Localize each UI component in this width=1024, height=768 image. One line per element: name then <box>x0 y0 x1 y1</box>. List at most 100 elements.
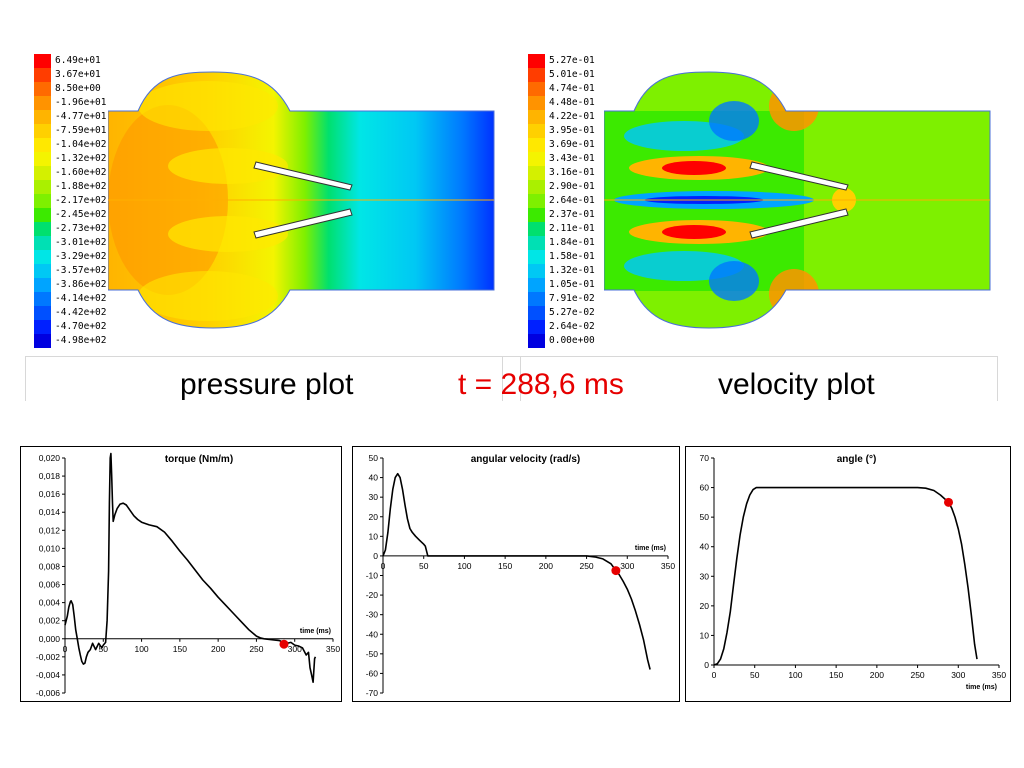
y-tick-label: 40 <box>700 542 710 552</box>
y-tick-label: 60 <box>700 483 710 493</box>
legend-label: 4.74e-01 <box>549 83 595 94</box>
legend-swatch <box>34 320 51 334</box>
legend-label: 6.49e+01 <box>55 55 101 66</box>
legend-row: -4.77e+01 <box>34 110 154 124</box>
legend-swatch <box>528 264 545 278</box>
legend-row: 8.50e+00 <box>34 82 154 96</box>
y-tick-label: 0,004 <box>39 598 61 608</box>
y-tick-label: 0,006 <box>39 580 61 590</box>
legend-label: -1.04e+02 <box>55 139 107 150</box>
legend-swatch <box>34 236 51 250</box>
legend-label: -1.88e+02 <box>55 181 107 192</box>
x-tick-label: 50 <box>419 561 429 571</box>
legend-swatch <box>34 152 51 166</box>
legend-swatch <box>34 82 51 96</box>
legend-label: -7.59e+01 <box>55 125 107 136</box>
legend-label: 1.05e-01 <box>549 279 595 290</box>
legend-swatch <box>528 96 545 110</box>
x-tick-label: 100 <box>457 561 471 571</box>
velocity-legend: 5.27e-01 5.01e-01 4.74e-01 4.48e-01 4.22e-01… <box>528 54 648 348</box>
y-tick-label: 50 <box>700 512 710 522</box>
pressure-caption: pressure plot <box>180 368 354 401</box>
y-tick-label: 10 <box>700 630 710 640</box>
legend-label: -3.01e+02 <box>55 237 107 248</box>
current-time-marker <box>279 639 289 649</box>
torque-chart-frame: torque (Nm/m) -0,006 -0,004 -0,002 0,000 0,00… <box>20 446 342 702</box>
x-tick-label: 350 <box>661 561 675 571</box>
legend-swatch <box>34 250 51 264</box>
legend-swatch <box>528 278 545 292</box>
legend-label: 2.37e-01 <box>549 209 595 220</box>
y-tick-label: 0,012 <box>39 525 61 535</box>
legend-swatch <box>34 306 51 320</box>
x-axis-title: time (ms) <box>635 545 666 552</box>
y-tick-label: 0 <box>373 551 378 561</box>
legend-row: 3.43e-01 <box>528 152 648 166</box>
legend-label: -1.32e+02 <box>55 153 107 164</box>
y-tick-label: -60 <box>366 668 379 678</box>
legend-row: -7.59e+01 <box>34 124 154 138</box>
legend-swatch <box>528 54 545 68</box>
legend-swatch <box>528 152 545 166</box>
y-tick-label: 0,018 <box>39 471 61 481</box>
legend-row: 2.64e-02 <box>528 320 648 334</box>
legend-label: -4.98e+02 <box>55 335 107 346</box>
legend-label: -3.86e+02 <box>55 279 107 290</box>
legend-label: -2.45e+02 <box>55 209 107 220</box>
legend-swatch <box>34 222 51 236</box>
legend-swatch <box>528 138 545 152</box>
y-tick-label: 10 <box>369 531 379 541</box>
x-tick-label: 0 <box>381 561 386 571</box>
legend-label: 2.90e-01 <box>549 181 595 192</box>
pressure-contour-plot <box>108 71 495 329</box>
legend-label: -4.77e+01 <box>55 111 107 122</box>
y-tick-label: 0,002 <box>39 616 61 626</box>
legend-label: 1.84e-01 <box>549 237 595 248</box>
legend-row: -3.01e+02 <box>34 236 154 250</box>
legend-label: -4.42e+02 <box>55 307 107 318</box>
x-tick-label: 0 <box>712 670 717 680</box>
y-tick-label: 20 <box>700 601 710 611</box>
legend-label: 1.58e-01 <box>549 251 595 262</box>
velocity-contour-plot <box>604 71 991 329</box>
y-tick-label: 0,020 <box>39 453 61 463</box>
legend-swatch <box>34 110 51 124</box>
angular-velocity-chart: angular velocity (rad/s) -70 -60 -50 -40 -30 -… <box>366 453 676 698</box>
x-tick-label: 250 <box>910 670 924 680</box>
angular-velocity-chart-frame: angular velocity (rad/s) -70 -60 -50 -40 -30 -… <box>352 446 680 702</box>
legend-row: 1.58e-01 <box>528 250 648 264</box>
x-tick-label: 100 <box>788 670 802 680</box>
legend-row: -1.04e+02 <box>34 138 154 152</box>
legend-row: 4.48e-01 <box>528 96 648 110</box>
y-tick-label: 20 <box>369 512 379 522</box>
chart-title: torque (Nm/m) <box>165 454 233 465</box>
x-tick-label: 300 <box>620 561 634 571</box>
legend-swatch <box>528 166 545 180</box>
y-tick-label: 0,000 <box>39 634 61 644</box>
legend-row: -3.29e+02 <box>34 250 154 264</box>
y-tick-label: 0,014 <box>39 507 61 517</box>
legend-swatch <box>528 250 545 264</box>
x-tick-label: 150 <box>498 561 512 571</box>
y-tick-label: -0,004 <box>36 670 60 680</box>
x-tick-label: 200 <box>539 561 553 571</box>
legend-label: -3.29e+02 <box>55 251 107 262</box>
legend-swatch <box>34 208 51 222</box>
legend-row: 5.27e-02 <box>528 306 648 320</box>
x-tick-label: 150 <box>829 670 843 680</box>
y-tick-label: 70 <box>700 453 710 463</box>
legend-row: 2.90e-01 <box>528 180 648 194</box>
x-tick-label: 250 <box>579 561 593 571</box>
legend-row: 5.01e-01 <box>528 68 648 82</box>
legend-row: -2.73e+02 <box>34 222 154 236</box>
legend-label: 2.64e-01 <box>549 195 595 206</box>
y-tick-label: -10 <box>366 571 379 581</box>
legend-label: 5.27e-02 <box>549 307 595 318</box>
legend-label: 3.67e+01 <box>55 69 101 80</box>
y-tick-label: 50 <box>369 453 379 463</box>
legend-row: -3.57e+02 <box>34 264 154 278</box>
y-tick-label: 40 <box>369 473 379 483</box>
legend-row: -4.14e+02 <box>34 292 154 306</box>
legend-label: 8.50e+00 <box>55 83 101 94</box>
x-tick-label: 50 <box>99 644 109 654</box>
